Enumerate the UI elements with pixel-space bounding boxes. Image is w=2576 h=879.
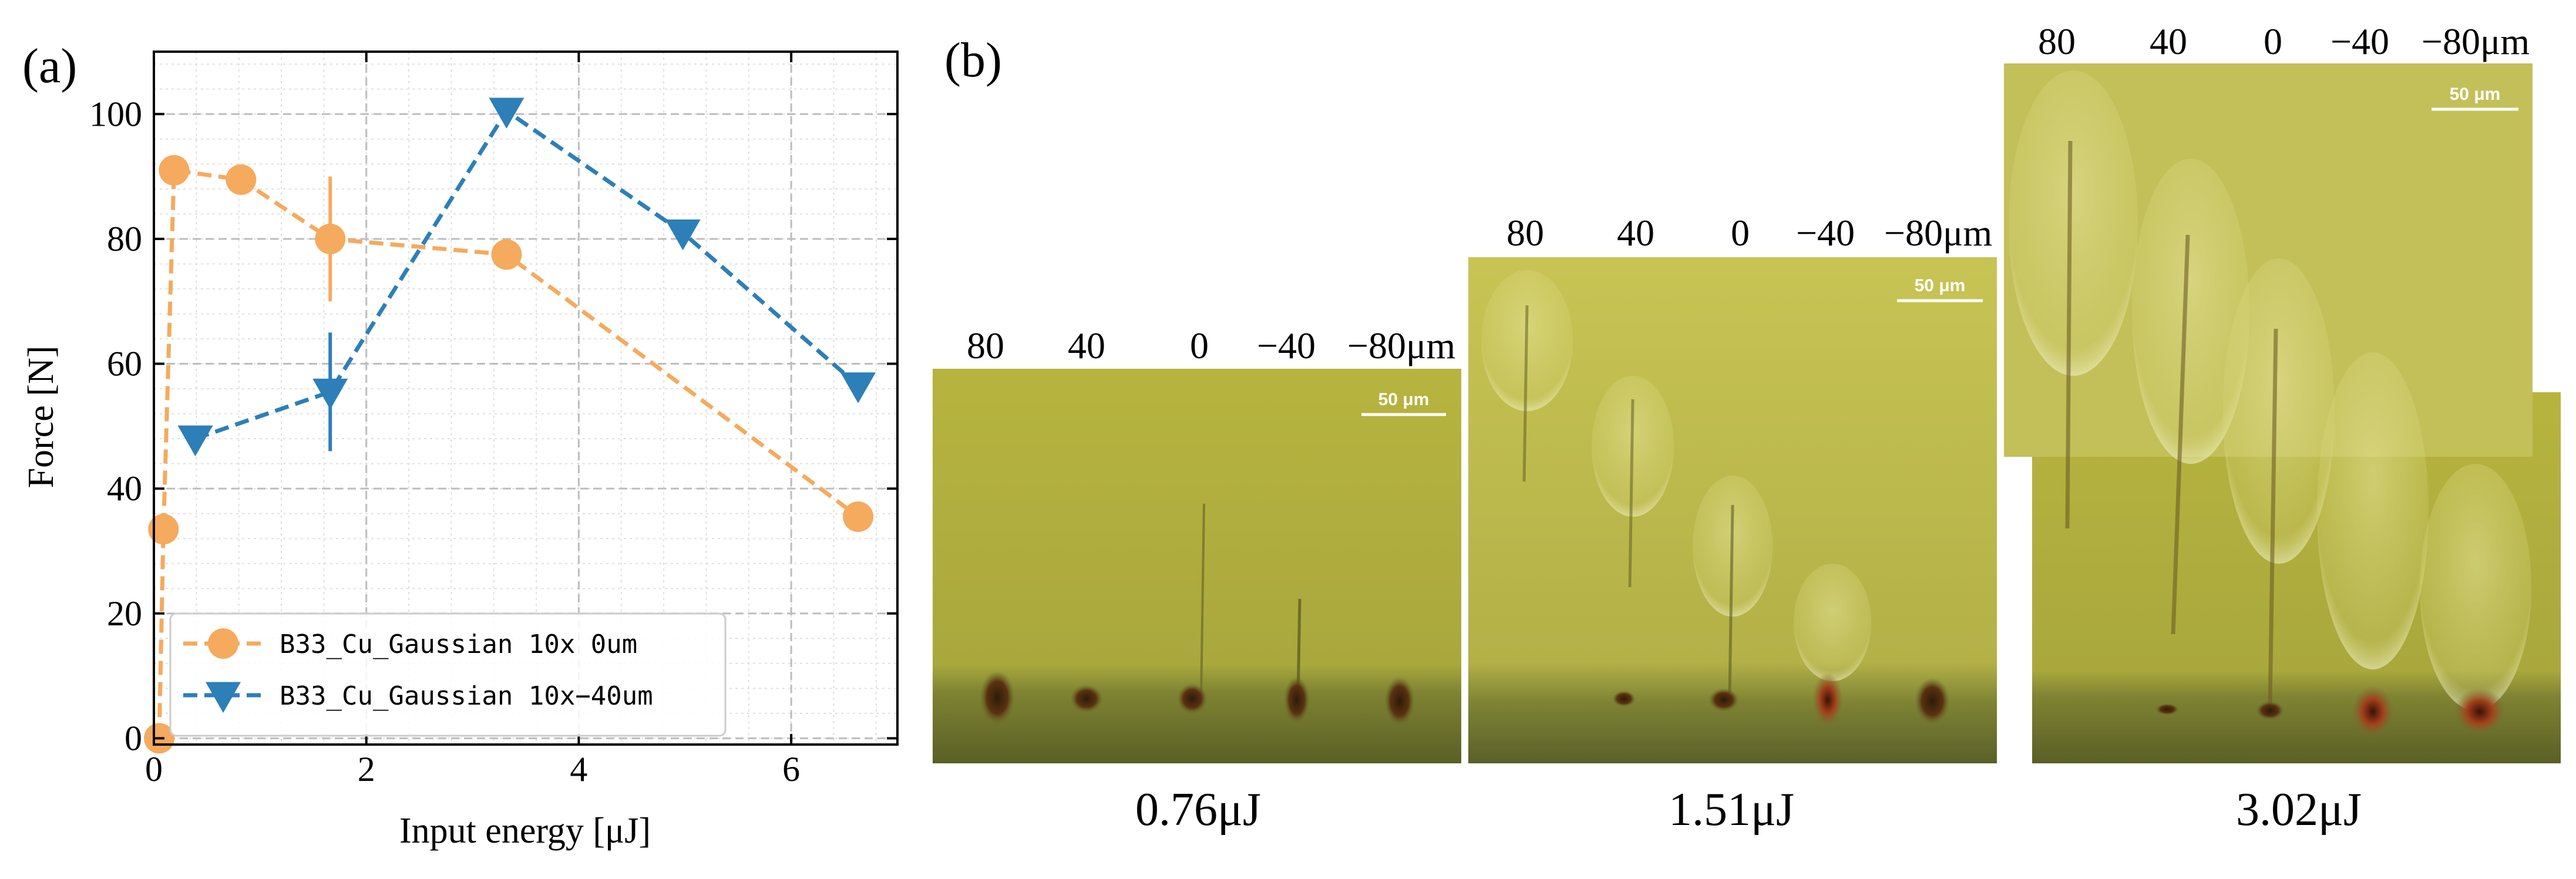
photo-2-spot-1 [1612, 691, 1636, 707]
photo-1-energy: 0.76μJ [1135, 784, 1261, 836]
photo-3-energy: 3.02μJ [2236, 784, 2362, 836]
series-1-point [226, 164, 257, 195]
axes [153, 50, 899, 746]
y-tick-label: 100 [89, 95, 142, 133]
series-layer [144, 97, 876, 754]
y-tick-label: 20 [107, 594, 142, 633]
y-tick-label: 0 [125, 719, 142, 757]
photo-3-pos-m80: −80μm [2422, 21, 2530, 62]
photo-2-bubble-4 [1794, 564, 1871, 681]
legend-marker-1 [208, 628, 238, 659]
legend-box [169, 612, 727, 737]
y-axis-label: Force [N] [21, 346, 61, 489]
photo-2-scale-label: 50 μm [1915, 276, 1966, 295]
photo-1-scale-label: 50 μm [1378, 390, 1430, 409]
panel-a-label: (a) [22, 39, 77, 93]
series-1-point [843, 501, 874, 532]
photo-3-bubble-1 [2009, 70, 2138, 376]
photo-1-pos-m80: −80μm [1347, 325, 1455, 366]
y-tick-label: 80 [107, 220, 142, 258]
photo-2-pos-m40: −40 [1796, 212, 1855, 254]
photo-1-pos-40: 40 [1068, 325, 1105, 366]
photo-3-filament-2 [2171, 234, 2190, 635]
legend: B33_Cu_Gaussian 10x 0um B33_Cu_Gaussian … [169, 612, 727, 737]
photo-2-filament-3 [1728, 504, 1734, 693]
photo-3-spot-2 [2256, 701, 2284, 720]
photo-2-energy: 1.51μJ [1669, 784, 1794, 836]
photo-2-filament-1 [1522, 305, 1529, 482]
x-tick-label: 2 [358, 750, 375, 789]
photo-2-spot-2 [1709, 688, 1739, 712]
photo-1-spot-5 [1384, 676, 1415, 726]
photo-3-pos-m40: −40 [2330, 21, 2389, 62]
photo-3-pos-40: 40 [2150, 21, 2187, 62]
photo-2-pos-0: 0 [1731, 212, 1750, 254]
series-2-point [840, 372, 876, 403]
photo-3-spot-4 [2454, 688, 2506, 735]
photo-3-spot-3 [2352, 686, 2394, 737]
legend-label-series-2: B33_Cu_Gaussian 10x−40um [280, 681, 653, 711]
photo-1-pos-80: 80 [967, 325, 1004, 366]
x-tick-label: 4 [570, 750, 587, 789]
plot-frame [153, 50, 899, 746]
photo-1-spot-4 [1284, 676, 1310, 723]
photo-2-pos-40: 40 [1617, 212, 1654, 254]
photo-2-spot-4 [1915, 678, 1950, 725]
x-tick-label: 6 [782, 750, 800, 789]
photo-3-scale-label: 50 μm [2450, 85, 2501, 104]
series-2 [177, 97, 876, 457]
photo-2-pos-80: 80 [1506, 212, 1544, 254]
photo-2-pos-m80: −80μm [1884, 212, 1992, 254]
legend-entries [183, 628, 263, 713]
photo-2-spot-3 [1812, 673, 1843, 727]
series-1 [144, 154, 874, 754]
photo-1-pos-0: 0 [1190, 325, 1209, 366]
photo-1-spot-1 [980, 671, 1015, 725]
photo-3-spot-1 [2155, 703, 2179, 715]
y-tick-label: 60 [107, 345, 142, 383]
photo-3-bubble-5 [2420, 464, 2531, 710]
photo-2-filament-2 [1628, 399, 1635, 588]
photo-3-pos-0: 0 [2264, 21, 2282, 62]
photo-1-filament [1200, 503, 1205, 699]
photo-1-spot-2 [1070, 685, 1103, 713]
series-1-point [148, 514, 179, 545]
photo-1-pos-m40: −40 [1257, 325, 1316, 366]
series-1-point [159, 154, 190, 186]
photo-3-bubble-4 [2317, 352, 2429, 669]
series-2-point [177, 425, 213, 457]
series-2-point [312, 378, 348, 410]
x-axis-label: Input energy [μJ] [399, 811, 651, 851]
series-2-point [489, 97, 524, 129]
series-1-point [491, 239, 522, 270]
panel-b-label: (b) [944, 33, 1002, 87]
series-1-point [315, 223, 346, 254]
photo-1-spot-3 [1177, 683, 1208, 714]
photo-3-filament-3 [2268, 328, 2278, 705]
series-2-point [665, 219, 701, 251]
photo-3-filament-1 [2065, 140, 2073, 529]
photo-3-bubble-2 [2132, 159, 2249, 464]
photo-1-51uj: 80 40 0 −40 −80μm 50 μm 1.51μJ [1468, 212, 1997, 836]
legend-label-series-1: B33_Cu_Gaussian 10x 0um [280, 629, 637, 659]
legend-marker-2 [206, 682, 241, 713]
photo-3-pos-80: 80 [2038, 21, 2076, 62]
y-tick-label: 40 [107, 469, 142, 508]
photo-0-76uj: 80 40 0 −40 −80μm 50 μm 0.76μJ [933, 325, 1461, 836]
x-tick-label: 0 [145, 750, 163, 789]
photo-3-02uj: 80 40 0 −40 −80μm 50 μm 3.02μJ [2004, 21, 2561, 836]
photo-3-bubble-3 [2223, 258, 2335, 564]
